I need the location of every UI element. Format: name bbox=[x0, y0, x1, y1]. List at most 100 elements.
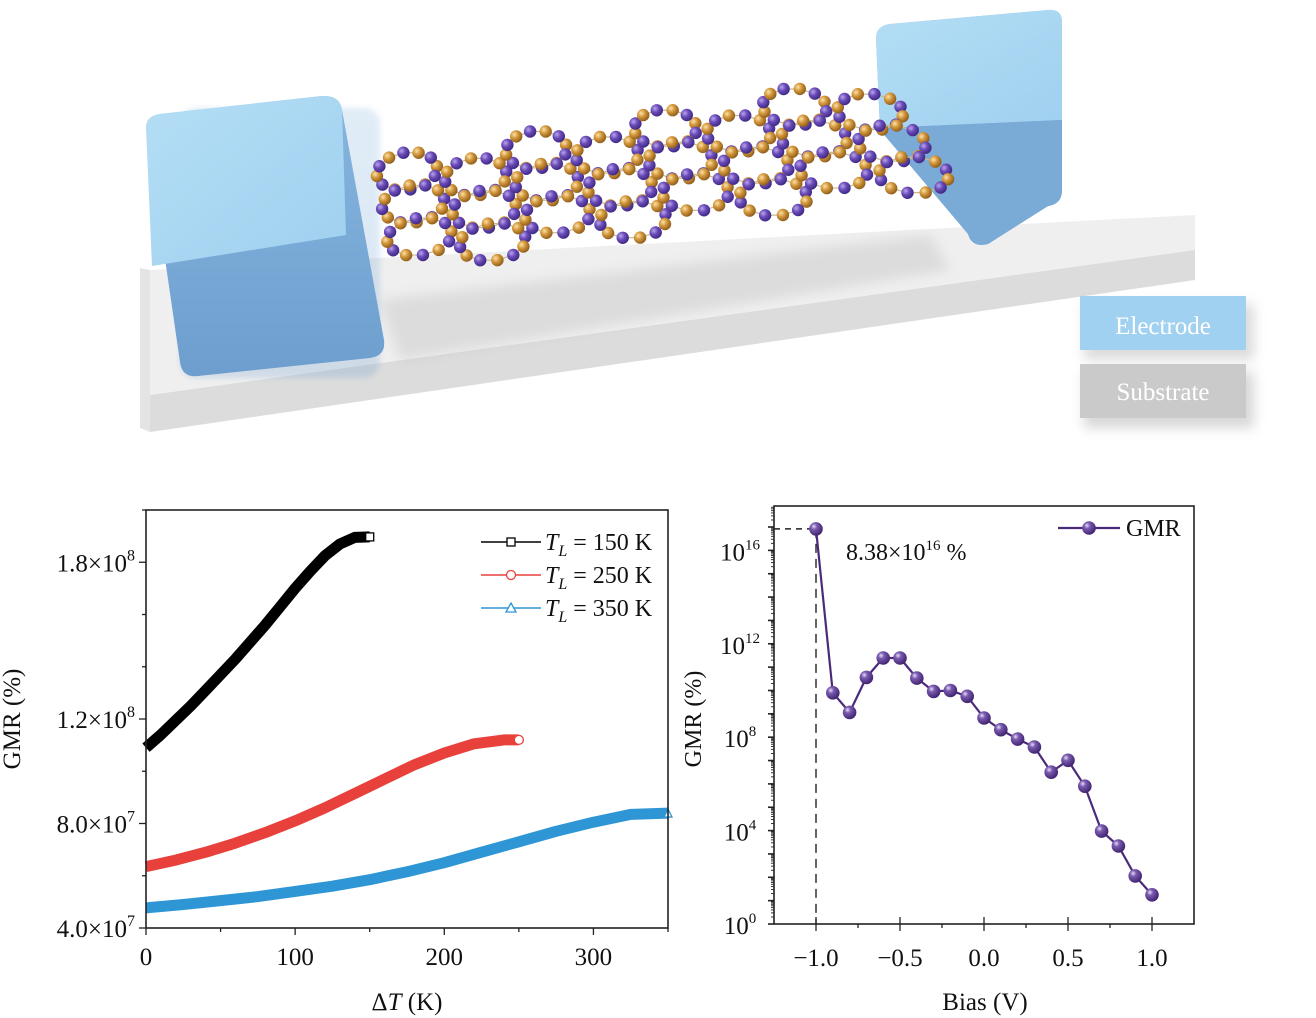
atom-gold bbox=[743, 204, 756, 217]
atom-purple bbox=[906, 123, 919, 137]
atom-purple bbox=[813, 114, 826, 127]
rc-data-point bbox=[876, 651, 890, 665]
atom-purple bbox=[783, 119, 796, 132]
lc-end-marker-square bbox=[365, 532, 375, 542]
atom-gold bbox=[666, 173, 679, 186]
atom-gold bbox=[718, 164, 731, 177]
lc-x-tick-label: 300 bbox=[575, 944, 613, 971]
atom-gold bbox=[666, 104, 679, 117]
atom-gold bbox=[802, 151, 815, 164]
atom-gold bbox=[582, 186, 595, 199]
atom-purple bbox=[657, 181, 670, 194]
atom-purple bbox=[552, 130, 565, 143]
atom-gold bbox=[511, 171, 524, 184]
atom-gold bbox=[851, 88, 864, 101]
atom-gold bbox=[593, 130, 607, 144]
atom-gold bbox=[498, 175, 511, 188]
atom-gold bbox=[431, 184, 445, 197]
atom-gold bbox=[534, 157, 547, 171]
lc-y-axis-label: GMR (%) bbox=[0, 669, 26, 770]
atom-gold bbox=[757, 173, 770, 186]
rc-data-point bbox=[960, 689, 974, 704]
atom-gold bbox=[895, 151, 908, 164]
atom-gold bbox=[890, 119, 903, 132]
atom-purple bbox=[873, 119, 886, 132]
atom-gold bbox=[512, 222, 525, 235]
atom-purple bbox=[912, 150, 926, 164]
atom-purple bbox=[934, 181, 947, 194]
atom-gold bbox=[657, 191, 670, 204]
atom-purple bbox=[665, 199, 678, 212]
rc-data-point bbox=[826, 686, 840, 700]
atom-purple bbox=[388, 184, 401, 197]
atom-gold bbox=[432, 243, 445, 257]
rc-data-point bbox=[943, 683, 958, 698]
atom-purple bbox=[473, 184, 486, 198]
atom-gold bbox=[883, 92, 897, 105]
atom-purple bbox=[419, 179, 432, 192]
legend-electrode-label: Electrode bbox=[1115, 313, 1211, 340]
atom-purple bbox=[520, 162, 533, 175]
rc-data-point bbox=[1061, 753, 1075, 768]
atom-gold bbox=[896, 110, 909, 123]
atom-gold bbox=[756, 141, 770, 154]
atom-purple bbox=[894, 100, 907, 114]
lc-y-tick-label: 1.8×108 bbox=[57, 547, 135, 577]
atom-purple bbox=[442, 235, 456, 248]
atom-gold bbox=[919, 186, 932, 199]
atom-purple bbox=[500, 165, 513, 178]
rc-y-axis-label: GMR (%) bbox=[681, 671, 707, 768]
atom-gold bbox=[853, 176, 866, 190]
atom-gold bbox=[840, 136, 853, 150]
rc-x-axis-label: Bias (V) bbox=[942, 989, 1027, 1016]
atom-purple bbox=[649, 226, 662, 239]
atom-purple bbox=[409, 212, 423, 225]
atom-gold bbox=[680, 204, 693, 217]
atom-gold bbox=[637, 108, 650, 122]
rc-x-tick-label: 1.0 bbox=[1136, 945, 1167, 972]
lc-series-line-2 bbox=[144, 734, 519, 872]
atom-purple bbox=[452, 216, 466, 229]
atom-gold bbox=[519, 213, 532, 226]
atom-gold bbox=[559, 138, 573, 151]
lc-series-group bbox=[142, 531, 674, 914]
atom-gold bbox=[712, 199, 726, 212]
atom-gold bbox=[491, 253, 504, 267]
atom-gold bbox=[633, 231, 647, 244]
atom-purple bbox=[616, 231, 629, 244]
atom-gold bbox=[873, 164, 886, 177]
atom-purple bbox=[791, 203, 805, 217]
atom-gold bbox=[425, 212, 439, 225]
rc-guide-lines bbox=[774, 528, 817, 924]
atom-gold bbox=[764, 87, 777, 101]
lc-legend: TL = 150 KTL = 250 KTL = 350 K bbox=[481, 530, 653, 626]
atom-purple bbox=[575, 194, 589, 208]
atom-purple bbox=[734, 196, 747, 209]
lc-series-line-3 bbox=[145, 807, 669, 914]
atom-purple bbox=[645, 185, 658, 199]
rc-data-point bbox=[1128, 869, 1142, 883]
atom-gold bbox=[820, 181, 833, 195]
lc-x-tick-label: 0 bbox=[140, 944, 153, 971]
atom-gold bbox=[734, 186, 747, 199]
atom-gold bbox=[710, 140, 723, 153]
atom-purple bbox=[717, 154, 731, 167]
atom-purple bbox=[774, 173, 787, 186]
atom-purple bbox=[939, 163, 953, 176]
atom-gold bbox=[705, 158, 718, 171]
atom-gold bbox=[509, 197, 522, 211]
circle-marker-icon bbox=[505, 569, 517, 581]
atom-purple bbox=[739, 109, 752, 122]
atom-purple bbox=[570, 153, 583, 167]
atom-purple bbox=[740, 141, 753, 154]
atom-purple bbox=[428, 169, 441, 183]
rc-data-point bbox=[859, 670, 874, 685]
atom-gold bbox=[758, 105, 771, 119]
rc-y-ticks: 100 104 108 1012 1016 bbox=[720, 506, 774, 940]
atom-purple bbox=[557, 226, 570, 239]
atom-purple bbox=[550, 157, 563, 170]
atom-gold bbox=[441, 165, 454, 178]
atom-purple bbox=[758, 209, 772, 222]
rc-legend-item: GMR bbox=[1058, 516, 1181, 542]
atom-purple bbox=[680, 168, 694, 181]
